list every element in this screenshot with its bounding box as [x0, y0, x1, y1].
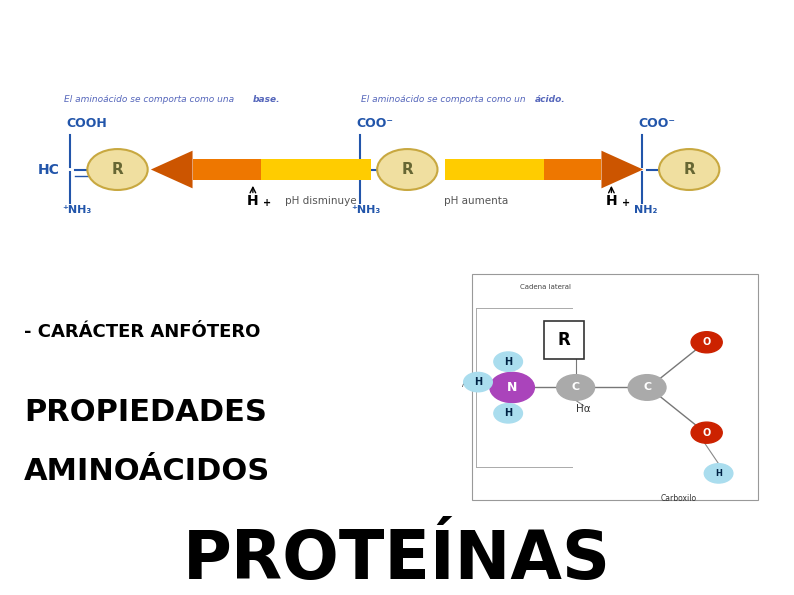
Text: R: R — [684, 162, 695, 177]
Text: pH disminuye: pH disminuye — [284, 196, 357, 206]
Text: COO⁻: COO⁻ — [638, 117, 676, 130]
Text: C: C — [572, 383, 580, 393]
Polygon shape — [601, 151, 643, 189]
Text: PROPIEDADES: PROPIEDADES — [24, 398, 267, 427]
Circle shape — [691, 422, 723, 443]
Text: H: H — [247, 194, 259, 208]
Text: R: R — [557, 331, 570, 349]
Text: N: N — [507, 381, 518, 394]
Text: ⁺NH₃: ⁺NH₃ — [352, 205, 381, 215]
Text: El aminoácido se comporta como una: El aminoácido se comporta como una — [64, 95, 237, 104]
Text: HC: HC — [327, 162, 349, 177]
Circle shape — [557, 375, 595, 400]
Text: HC: HC — [37, 162, 60, 177]
Polygon shape — [192, 159, 260, 180]
Text: ⁺NH₃: ⁺NH₃ — [62, 205, 91, 215]
Circle shape — [377, 149, 437, 190]
Text: COOH: COOH — [67, 117, 107, 130]
Polygon shape — [151, 151, 192, 189]
Text: H: H — [715, 469, 722, 478]
Text: H: H — [504, 356, 512, 367]
Circle shape — [691, 332, 723, 353]
Text: +: + — [622, 198, 630, 208]
Text: - CARÁCTER ANFÓTERO: - CARÁCTER ANFÓTERO — [24, 323, 260, 341]
Circle shape — [628, 375, 666, 400]
Text: base.: base. — [252, 95, 280, 104]
Circle shape — [490, 372, 534, 403]
Text: AMINOÁCIDOS: AMINOÁCIDOS — [24, 458, 270, 487]
Text: Cadena lateral: Cadena lateral — [520, 284, 571, 290]
Circle shape — [494, 403, 522, 423]
Text: HC: HC — [609, 162, 631, 177]
Text: R: R — [402, 162, 413, 177]
Text: C: C — [643, 383, 651, 393]
Text: El aminoácido se comporta como un: El aminoácido se comporta como un — [361, 95, 529, 104]
FancyBboxPatch shape — [472, 274, 758, 500]
Polygon shape — [192, 159, 371, 180]
Circle shape — [494, 352, 522, 371]
Text: O: O — [703, 428, 711, 438]
Text: H: H — [504, 408, 512, 418]
Text: NH₂: NH₂ — [634, 205, 657, 215]
Text: +: + — [263, 198, 272, 208]
Circle shape — [464, 372, 492, 392]
Text: H: H — [606, 194, 617, 208]
Text: ácido.: ácido. — [534, 95, 565, 104]
Text: pH aumenta: pH aumenta — [445, 196, 508, 206]
Text: R: R — [112, 162, 123, 177]
Text: Hα: Hα — [576, 404, 591, 414]
Text: Carboxilo: Carboxilo — [660, 494, 696, 503]
Text: H: H — [474, 377, 482, 387]
Polygon shape — [544, 159, 601, 180]
Text: PROTEÍNAS: PROTEÍNAS — [183, 527, 611, 593]
Text: COO⁻: COO⁻ — [357, 117, 394, 130]
Circle shape — [704, 464, 733, 483]
Text: Amino: Amino — [461, 380, 486, 389]
Text: O: O — [703, 337, 711, 347]
FancyBboxPatch shape — [544, 321, 584, 359]
Circle shape — [659, 149, 719, 190]
Polygon shape — [445, 159, 601, 180]
Circle shape — [87, 149, 148, 190]
